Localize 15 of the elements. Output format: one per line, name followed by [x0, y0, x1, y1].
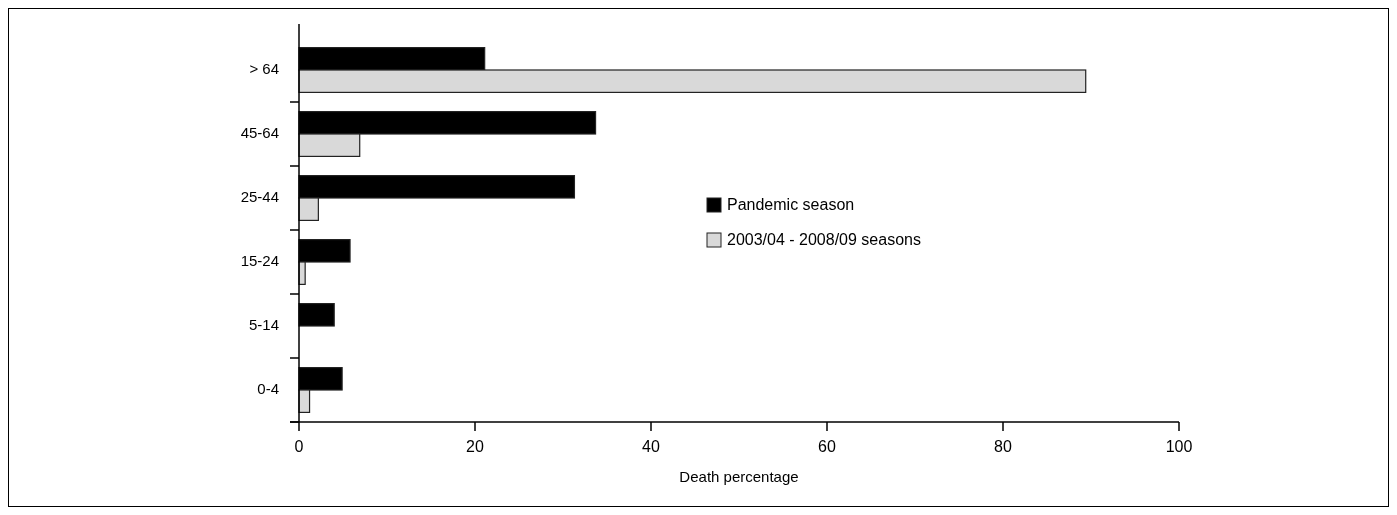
legend-label: 2003/04 - 2008/09 seasons: [727, 231, 921, 249]
x-tick-label: 0: [294, 438, 304, 455]
y-tick-label: 45-64: [240, 123, 279, 141]
x-tick-label: 100: [1165, 438, 1193, 455]
x-tick-label: 20: [466, 438, 484, 455]
x-tick-label: 80: [994, 438, 1012, 455]
y-tick-label: 15-24: [240, 251, 279, 269]
x-axis-title: Death percentage: [679, 468, 799, 485]
legend-label: Pandemic season: [727, 196, 855, 214]
y-tick-label: 0-4: [257, 379, 279, 397]
y-tick-label: 25-44: [240, 187, 279, 205]
x-tick-label: 60: [818, 438, 836, 455]
x-tick-label: 40: [642, 438, 660, 455]
y-tick-label: > 64: [249, 59, 279, 77]
y-tick-label: 5-14: [248, 315, 279, 333]
